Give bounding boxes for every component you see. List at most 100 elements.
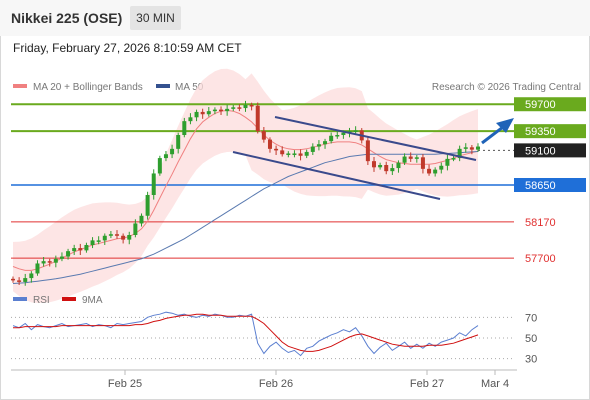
chart-header: Nikkei 225 (OSE) 30 MIN <box>0 0 590 36</box>
last-price-label: 59100 <box>525 145 556 157</box>
resistance-label: 59700 <box>525 99 556 111</box>
bollinger-layer <box>13 68 478 303</box>
pivot-label-box <box>514 178 586 192</box>
ma20-line <box>12 109 479 271</box>
pivot-label: 58650 <box>525 180 556 192</box>
instrument-title: Nikkei 225 (OSE) <box>11 10 123 26</box>
candle-body <box>243 105 248 109</box>
candle-body <box>341 132 346 135</box>
candle-body <box>414 157 419 159</box>
candle-body <box>102 235 107 241</box>
rsi-line <box>12 311 479 357</box>
rsi-legend-label: RSI <box>33 295 50 306</box>
candle-body <box>304 151 309 156</box>
timeframe-button[interactable]: 30 MIN <box>130 6 181 30</box>
last-price-box <box>514 143 586 158</box>
x-tick-label: Feb 25 <box>108 378 142 390</box>
candle-body <box>212 109 217 112</box>
candle-body <box>170 148 175 155</box>
candle-body <box>427 168 432 174</box>
candle-body <box>90 240 95 245</box>
candle-body <box>371 161 376 168</box>
candle-body <box>139 215 144 224</box>
candle-body <box>121 235 126 240</box>
candle-body <box>384 165 389 172</box>
channel-upper-line <box>274 116 477 161</box>
candle-body <box>286 153 291 155</box>
resistance-label-box <box>514 124 586 139</box>
candle-body <box>133 223 138 235</box>
ma20-legend-label: MA 20 + Bollinger Bands <box>33 82 143 93</box>
candle-body <box>194 111 199 118</box>
rsi-tick-label: 50 <box>525 333 537 345</box>
candle-body <box>396 162 401 169</box>
x-tick-label: Feb 27 <box>410 378 444 390</box>
candle-body <box>402 156 407 163</box>
datetime-label: Friday, February 27, 2026 8:10:59 AM CET <box>13 41 242 55</box>
candle-body <box>316 144 321 147</box>
x-axis-layer: Feb 25 Feb 26 Feb 27 Mar 4 <box>108 370 509 390</box>
ma9-legend-label: 9MA <box>82 295 103 306</box>
x-tick-label: Mar 4 <box>481 378 509 390</box>
candle-body <box>163 154 168 159</box>
candle-body <box>445 158 450 166</box>
ma50-legend-swatch <box>156 84 170 88</box>
channel-lower-line <box>232 151 441 200</box>
candle-body <box>310 146 315 152</box>
candle-body <box>353 130 358 132</box>
candle-body <box>200 111 205 115</box>
candle-body <box>127 235 132 240</box>
candles-layer <box>11 100 480 286</box>
candle-body <box>280 150 285 155</box>
bollinger-band <box>13 68 478 303</box>
candle-body <box>261 131 266 140</box>
candle-body <box>231 107 236 109</box>
candle-body <box>145 195 150 216</box>
candle-body <box>84 245 89 251</box>
rsi-legend-swatch <box>13 297 27 301</box>
resistance-label-box <box>514 97 586 112</box>
candle-body <box>329 135 334 142</box>
candle-body <box>41 261 46 264</box>
candle-body <box>457 148 462 159</box>
candle-body <box>439 165 444 170</box>
candle-body <box>463 147 468 149</box>
credit-label: Research © 2026 Trading Central <box>432 82 581 93</box>
candle-body <box>96 240 101 242</box>
candle-body <box>29 273 34 279</box>
candle-body <box>53 258 58 263</box>
candle-body <box>11 278 15 281</box>
x-tick-label: Feb 26 <box>259 378 293 390</box>
candle-body <box>274 148 279 151</box>
candle-body <box>365 140 370 162</box>
candle-body <box>182 121 187 135</box>
candle-body <box>206 111 211 115</box>
candle-body <box>267 139 272 149</box>
candle-body <box>17 280 22 282</box>
trend-arrow-icon <box>496 118 514 133</box>
rsi-tick-label: 30 <box>525 354 537 366</box>
candle-body <box>219 109 224 112</box>
rsi-tick-label: 70 <box>525 312 537 324</box>
ma20-legend-swatch <box>13 84 27 88</box>
candle-body <box>255 105 260 132</box>
candle-body <box>78 248 83 251</box>
candle-body <box>151 173 156 195</box>
candle-body <box>378 165 383 168</box>
candle-body <box>35 263 40 274</box>
candle-body <box>433 169 438 174</box>
candle-body <box>23 278 28 282</box>
candle-body <box>108 234 113 236</box>
candle-body <box>335 135 340 137</box>
candle-body <box>249 105 254 107</box>
candle-body <box>420 157 425 169</box>
resistance-label: 59350 <box>525 126 556 138</box>
rsi-layer: 70 50 30 <box>11 311 537 366</box>
support-label: 58170 <box>525 217 556 229</box>
candle-body <box>237 107 242 109</box>
level-labels-layer: 59700 59350 59100 58650 58170 57700 <box>514 97 586 265</box>
moving-averages-layer <box>12 109 479 284</box>
candle-body <box>176 135 181 149</box>
candle-body <box>408 156 413 159</box>
